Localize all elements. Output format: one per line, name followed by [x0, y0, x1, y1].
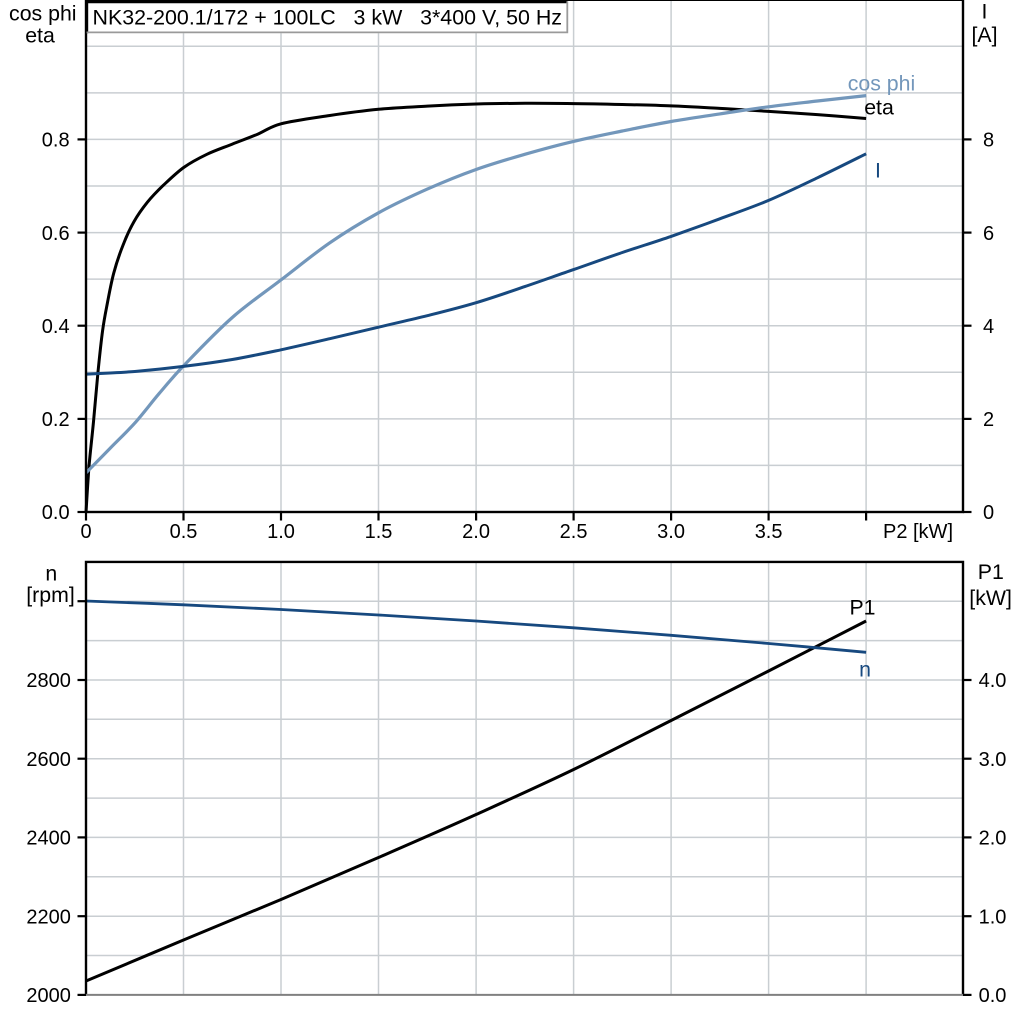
svg-text:4.0: 4.0: [979, 670, 1007, 692]
svg-text:[A]: [A]: [971, 23, 997, 47]
svg-text:n: n: [45, 562, 57, 586]
svg-text:[rpm]: [rpm]: [26, 583, 75, 607]
svg-text:0.0: 0.0: [42, 502, 70, 524]
svg-text:0: 0: [80, 521, 91, 543]
svg-text:1.0: 1.0: [979, 906, 1007, 928]
svg-text:2.0: 2.0: [462, 521, 490, 543]
svg-text:eta: eta: [25, 23, 55, 47]
svg-text:P1: P1: [849, 596, 875, 620]
svg-text:2000: 2000: [26, 985, 71, 1007]
svg-text:0: 0: [983, 502, 994, 524]
svg-text:0.2: 0.2: [42, 409, 70, 431]
svg-text:3.0: 3.0: [657, 521, 685, 543]
svg-text:NK32-200.1/172 + 100LC 3 kW: NK32-200.1/172 + 100LC 3 kW 3*400 V, 50 …: [93, 6, 563, 30]
svg-text:0.0: 0.0: [979, 985, 1007, 1007]
svg-text:2400: 2400: [26, 828, 71, 850]
svg-text:n: n: [859, 658, 871, 682]
svg-text:2200: 2200: [26, 906, 71, 928]
svg-text:3.5: 3.5: [755, 521, 783, 543]
svg-text:0.4: 0.4: [42, 316, 70, 338]
svg-text:0.6: 0.6: [42, 223, 70, 245]
svg-text:I: I: [875, 159, 881, 183]
svg-text:P1: P1: [978, 560, 1004, 584]
svg-text:1.0: 1.0: [267, 521, 295, 543]
svg-text:8: 8: [983, 130, 994, 152]
svg-text:2: 2: [983, 409, 994, 431]
svg-text:2600: 2600: [26, 749, 71, 771]
svg-text:I: I: [982, 0, 988, 24]
svg-text:cos phi: cos phi: [9, 2, 76, 26]
svg-text:2.5: 2.5: [560, 521, 588, 543]
svg-text:3.0: 3.0: [979, 749, 1007, 771]
svg-text:0.8: 0.8: [42, 130, 70, 152]
svg-text:6: 6: [983, 223, 994, 245]
svg-text:1.5: 1.5: [365, 521, 393, 543]
svg-text:4: 4: [983, 316, 994, 338]
svg-text:0.5: 0.5: [170, 521, 198, 543]
svg-text:P2 [kW]: P2 [kW]: [883, 521, 953, 543]
svg-text:2.0: 2.0: [979, 828, 1007, 850]
svg-text:eta: eta: [864, 96, 894, 120]
svg-text:cos phi: cos phi: [848, 72, 915, 96]
svg-text:[kW]: [kW]: [969, 586, 1012, 610]
svg-text:2800: 2800: [26, 670, 71, 692]
